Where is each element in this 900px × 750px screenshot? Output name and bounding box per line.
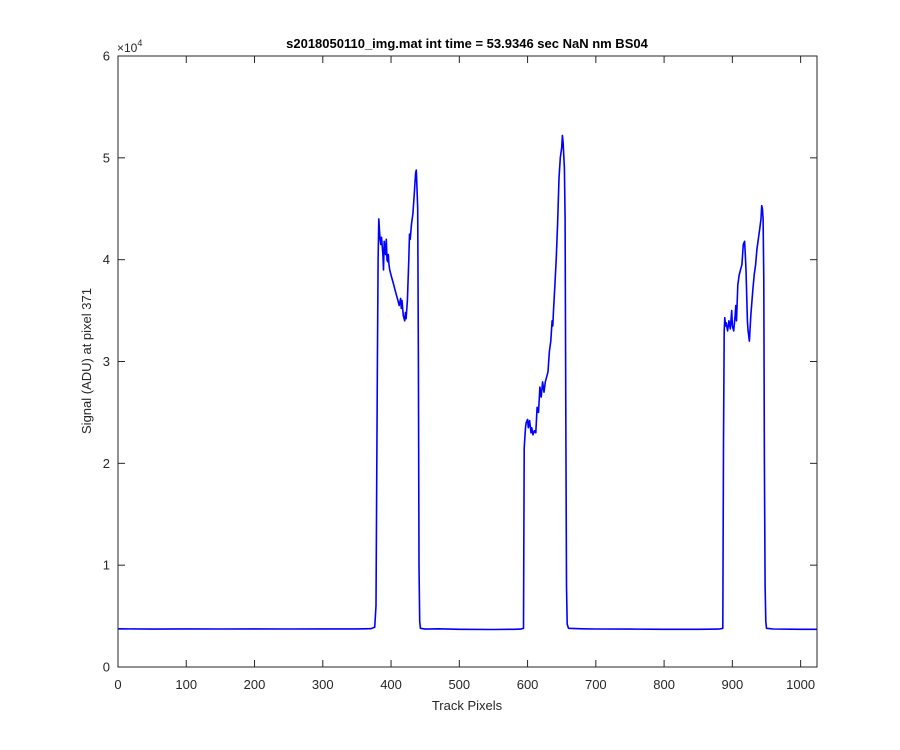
x-tick-label: 400 bbox=[380, 677, 402, 692]
x-axis-label: Track Pixels bbox=[432, 698, 503, 713]
x-tick-label: 900 bbox=[722, 677, 744, 692]
x-tick-label: 600 bbox=[517, 677, 539, 692]
x-axis-ticks: 0 100 200 300 400 500 600 700 800 900 1000 bbox=[114, 56, 815, 692]
y-axis-exponent: ×104 bbox=[117, 38, 142, 55]
y-axis-ticks: 0 1 2 3 4 5 6 bbox=[103, 49, 817, 675]
x-tick-label: 200 bbox=[244, 677, 266, 692]
series-layer bbox=[117, 134, 817, 631]
x-tick-label: 1000 bbox=[786, 677, 815, 692]
y-axis-label: Signal (ADU) at pixel 371 bbox=[79, 288, 94, 434]
plot-area bbox=[118, 56, 817, 667]
x-tick-label: 800 bbox=[653, 677, 675, 692]
y-tick-label: 2 bbox=[103, 456, 110, 471]
y-axis-exponent-base: ×10 bbox=[117, 41, 138, 55]
y-tick-label: 1 bbox=[103, 558, 110, 573]
y-tick-label: 4 bbox=[103, 252, 110, 267]
series-line-1 bbox=[117, 134, 817, 631]
chart-title: s2018050110_img.mat int time = 53.9346 s… bbox=[286, 36, 648, 51]
x-tick-label: 100 bbox=[175, 677, 197, 692]
y-tick-label: 6 bbox=[103, 49, 110, 64]
x-tick-label: 700 bbox=[585, 677, 607, 692]
x-tick-label: 300 bbox=[312, 677, 334, 692]
y-tick-label: 5 bbox=[103, 150, 110, 165]
y-axis-exponent-power: 4 bbox=[137, 38, 142, 48]
x-tick-label: 500 bbox=[448, 677, 470, 692]
y-tick-label: 0 bbox=[103, 660, 110, 675]
y-tick-label: 3 bbox=[103, 354, 110, 369]
x-tick-label: 0 bbox=[114, 677, 121, 692]
